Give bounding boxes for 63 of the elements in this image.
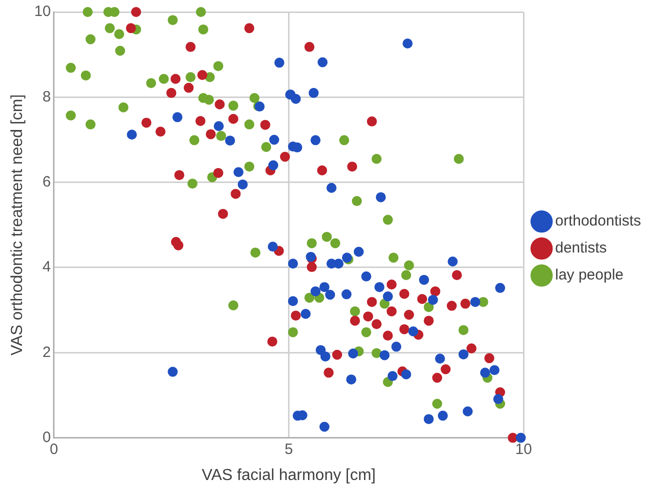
point [382, 330, 393, 341]
point [317, 165, 328, 176]
point [267, 336, 278, 347]
point [156, 126, 166, 137]
point [324, 368, 334, 378]
point [174, 170, 184, 180]
point [404, 310, 414, 320]
legend-label: lay people [555, 266, 624, 284]
point [166, 88, 176, 98]
point [484, 353, 494, 364]
point [184, 82, 194, 93]
point [446, 300, 457, 311]
point [290, 310, 301, 321]
point [466, 343, 476, 354]
point [195, 116, 206, 126]
point [141, 118, 152, 128]
point [440, 364, 451, 374]
point [432, 372, 442, 383]
point [280, 152, 290, 162]
point [170, 74, 181, 84]
y-tick-label: 10 [34, 3, 51, 20]
y-tick-label: 4 [42, 258, 51, 276]
point [244, 23, 254, 34]
point [347, 162, 358, 172]
point [366, 116, 377, 126]
x-tick-label: 10 [515, 440, 532, 458]
x-axis-title: VAS facial harmony [cm] [202, 466, 376, 484]
legend-label: orthodontists [555, 212, 642, 230]
point [460, 298, 470, 309]
point [206, 129, 216, 140]
point [173, 240, 184, 250]
y-tick-label: 8 [42, 88, 51, 106]
legend-label: dentists [555, 240, 607, 257]
point [228, 114, 238, 124]
y-axis-title: VAS orthodontic treatment need [cm] [9, 94, 26, 356]
y-tick-label: 6 [42, 173, 51, 190]
point [214, 99, 225, 110]
point [363, 311, 374, 322]
point [230, 188, 241, 199]
x-tick-label: 5 [284, 440, 293, 458]
point [186, 42, 196, 52]
point [399, 288, 410, 299]
point [197, 70, 208, 80]
point [386, 306, 397, 316]
point [260, 120, 270, 130]
point [372, 319, 382, 330]
point [350, 316, 360, 326]
point [430, 286, 440, 296]
y-tick-label: 2 [42, 344, 51, 361]
point [366, 296, 377, 307]
point [452, 270, 462, 280]
point [131, 7, 142, 17]
point [213, 168, 224, 178]
point [218, 208, 228, 219]
point [304, 42, 314, 52]
point [332, 350, 342, 360]
point [424, 316, 434, 326]
y-tick-label: 0 [42, 428, 51, 446]
point [126, 23, 136, 34]
point [386, 280, 397, 290]
point [306, 262, 317, 272]
point [417, 294, 428, 304]
point [399, 324, 410, 334]
